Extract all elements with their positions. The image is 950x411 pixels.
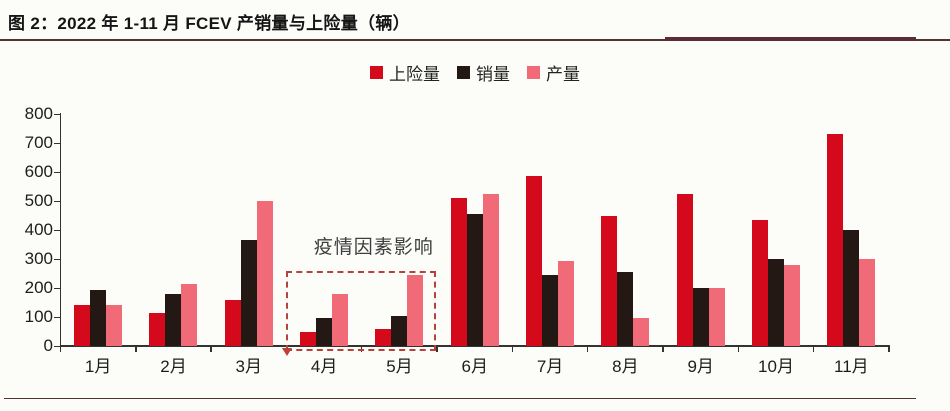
legend-item-sales: 销量 (457, 60, 510, 85)
bar-产量-11月 (859, 259, 876, 346)
y-axis-tick (53, 346, 60, 348)
bar-销量-2月 (165, 293, 182, 346)
bar-产量-3月 (256, 201, 273, 346)
bar-销量-4月 (316, 318, 333, 346)
x-axis-tick (135, 346, 137, 352)
bar-上险量-10月 (752, 220, 769, 346)
bar-上险量-6月 (450, 198, 467, 346)
bar-销量-8月 (617, 272, 634, 346)
bar-上险量-11月 (827, 134, 844, 346)
x-axis-label: 9月 (687, 357, 714, 376)
y-axis-tick (53, 172, 60, 174)
x-axis-tick (812, 346, 815, 352)
title-underline (0, 39, 950, 41)
y-axis-label: 200 (24, 278, 53, 297)
y-axis-tick (53, 201, 60, 203)
bar-产量-1月 (106, 305, 123, 346)
bar-销量-11月 (843, 230, 860, 346)
bar-产量-6月 (482, 193, 499, 346)
x-axis-label: 1月 (84, 357, 112, 376)
x-axis-tick (888, 346, 890, 352)
legend-marker-pink-icon (527, 66, 540, 79)
bar-产量-5月 (407, 274, 424, 346)
bar-产量-10月 (784, 265, 801, 346)
bar-产量-7月 (558, 261, 575, 346)
y-axis-tick (53, 143, 60, 145)
y-axis-label: 300 (24, 249, 53, 268)
annotation-arrow-icon (282, 348, 293, 356)
legend-marker-red-icon (370, 66, 383, 79)
x-axis-label: 4月 (310, 357, 338, 376)
x-axis-tick (587, 346, 589, 352)
bar-上险量-2月 (149, 312, 166, 346)
y-axis-label: 700 (24, 133, 53, 152)
title-underline-accent (665, 37, 916, 41)
y-axis-tick (53, 114, 60, 116)
footer-rule (4, 398, 916, 400)
x-axis-tick (662, 346, 664, 352)
x-axis-label: 11月 (834, 357, 869, 376)
x-axis-tick (737, 346, 740, 352)
bar-销量-5月 (391, 315, 408, 346)
y-axis-label: 400 (24, 220, 53, 239)
x-axis-tick (511, 346, 514, 352)
bar-上险量-5月 (375, 329, 392, 346)
bar-销量-9月 (692, 288, 709, 346)
x-axis-label: 10月 (758, 357, 794, 376)
x-axis-label: 2月 (160, 357, 187, 376)
bar-销量-6月 (466, 214, 483, 346)
bar-产量-8月 (633, 317, 650, 346)
y-axis-tick (53, 288, 60, 290)
legend-label-production: 产量 (546, 65, 580, 84)
annotation-dashed-box (286, 271, 437, 351)
y-axis-tick (53, 230, 60, 232)
bar-上险量-9月 (676, 193, 693, 346)
y-axis-label: 800 (24, 104, 53, 123)
bar-上险量-1月 (74, 305, 91, 346)
x-axis-line (59, 345, 890, 347)
y-axis-tick (53, 259, 60, 261)
legend-item-insurance: 上险量 (370, 60, 440, 85)
bar-销量-1月 (90, 290, 107, 346)
chart-legend: 上险量 销量 产量 (0, 60, 950, 85)
x-axis-label: 3月 (235, 357, 263, 376)
bar-销量-10月 (768, 259, 785, 346)
bar-产量-4月 (332, 294, 349, 346)
bar-上险量-4月 (300, 331, 317, 346)
bar-产量-2月 (181, 283, 198, 346)
x-axis-label: 5月 (386, 357, 413, 376)
x-axis-tick (210, 346, 212, 352)
annotation-label: 疫情因素影响 (313, 237, 434, 259)
bar-上险量-7月 (526, 176, 543, 346)
legend-marker-black-icon (457, 66, 470, 79)
bar-销量-7月 (542, 274, 559, 346)
x-axis-label: 7月 (536, 357, 564, 376)
legend-label-sales: 销量 (476, 65, 510, 84)
bar-销量-3月 (240, 240, 257, 346)
bar-产量-9月 (708, 288, 725, 346)
y-axis-label: 0 (43, 336, 53, 355)
y-axis-label: 500 (24, 191, 53, 210)
chart-title: 图 2：2022 年 1-11 月 FCEV 产销量与上险量（辆） (8, 14, 410, 33)
x-axis-label: 8月 (612, 357, 639, 376)
y-axis-label: 100 (24, 307, 53, 326)
legend-label-insurance: 上险量 (389, 65, 440, 84)
y-axis-line (59, 113, 61, 347)
y-axis-tick (53, 317, 60, 319)
x-axis-tick (436, 346, 438, 352)
y-axis-label: 600 (24, 162, 53, 181)
x-axis-label: 6月 (461, 357, 488, 376)
x-axis-tick (59, 346, 62, 352)
bar-上险量-8月 (601, 216, 618, 346)
legend-item-production: 产量 (527, 60, 580, 85)
bar-上险量-3月 (224, 300, 241, 346)
